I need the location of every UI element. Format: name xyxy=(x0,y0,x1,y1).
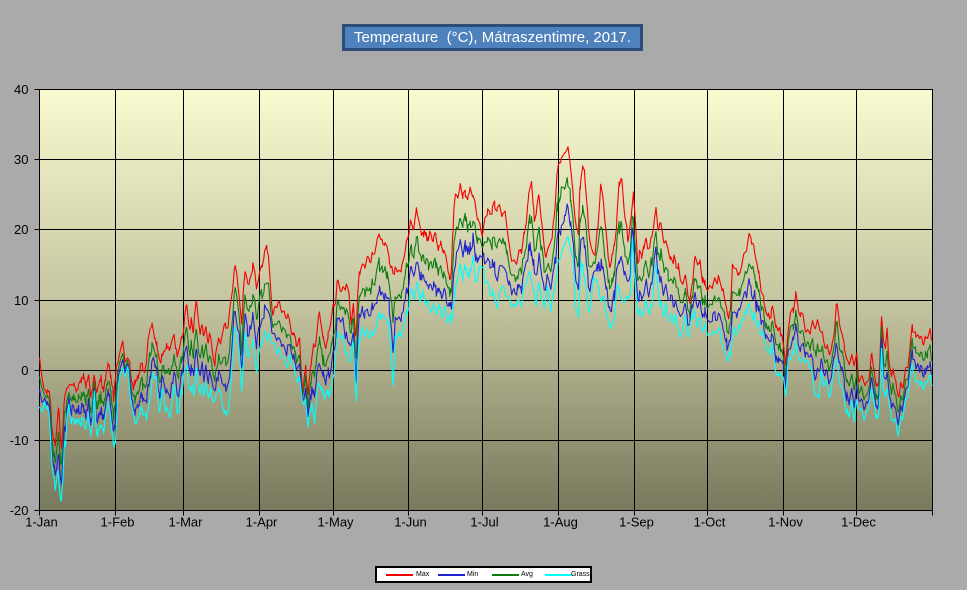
svg-text:1-May: 1-May xyxy=(317,515,354,530)
svg-text:40: 40 xyxy=(14,82,28,97)
svg-text:1-Jan: 1-Jan xyxy=(25,515,58,530)
svg-text:1-Jun: 1-Jun xyxy=(394,515,427,530)
svg-text:1-Feb: 1-Feb xyxy=(101,515,135,530)
svg-text:0: 0 xyxy=(21,363,28,378)
svg-text:1-Sep: 1-Sep xyxy=(619,515,654,530)
svg-text:10: 10 xyxy=(14,293,28,308)
svg-text:1-Oct: 1-Oct xyxy=(694,515,726,530)
svg-text:1-Jul: 1-Jul xyxy=(470,515,498,530)
svg-text:1-Apr: 1-Apr xyxy=(246,515,278,530)
svg-text:1-Aug: 1-Aug xyxy=(543,515,578,530)
svg-text:1-Dec: 1-Dec xyxy=(841,515,876,530)
svg-text:-20: -20 xyxy=(10,503,29,518)
svg-text:30: 30 xyxy=(14,152,28,167)
svg-text:1-Nov: 1-Nov xyxy=(768,515,803,530)
svg-text:-10: -10 xyxy=(10,433,29,448)
svg-text:20: 20 xyxy=(14,222,28,237)
svg-text:1-Mar: 1-Mar xyxy=(169,515,204,530)
